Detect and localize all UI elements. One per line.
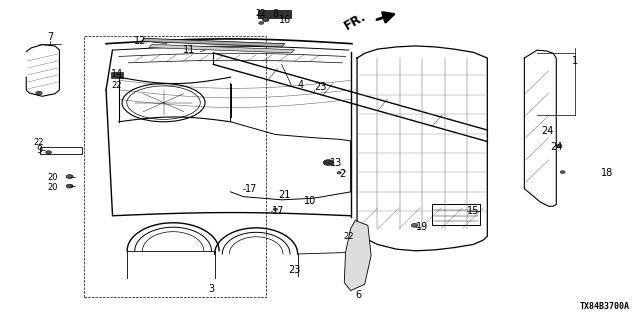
Text: 2: 2 (339, 169, 346, 179)
Text: 9: 9 (36, 146, 42, 156)
Ellipse shape (323, 160, 333, 165)
Text: 20: 20 (48, 183, 58, 192)
Text: 16: 16 (279, 15, 291, 25)
Text: 10: 10 (304, 196, 317, 206)
Text: 3: 3 (209, 284, 214, 294)
Ellipse shape (36, 91, 42, 95)
Text: 15: 15 (467, 206, 479, 216)
Ellipse shape (66, 184, 73, 188)
Text: 24: 24 (541, 126, 554, 136)
Ellipse shape (45, 151, 51, 154)
Polygon shape (149, 44, 294, 53)
Ellipse shape (259, 21, 264, 24)
Text: 21: 21 (278, 190, 291, 200)
Text: 22: 22 (255, 9, 266, 18)
Ellipse shape (273, 208, 278, 211)
Ellipse shape (560, 171, 565, 173)
Ellipse shape (412, 223, 418, 227)
Ellipse shape (66, 175, 73, 179)
Ellipse shape (337, 172, 341, 174)
Polygon shape (141, 38, 285, 47)
Text: 17: 17 (245, 184, 257, 194)
Text: 6: 6 (355, 291, 362, 300)
Text: 24: 24 (550, 142, 563, 152)
Bar (258, 10, 291, 18)
Text: FR.: FR. (342, 9, 369, 32)
Text: 11: 11 (183, 45, 195, 55)
Text: 17: 17 (272, 206, 285, 216)
Text: 14: 14 (111, 69, 124, 79)
Text: 18: 18 (601, 168, 614, 178)
Text: TX84B3700A: TX84B3700A (580, 302, 630, 311)
Text: 22: 22 (344, 232, 354, 241)
Text: 7: 7 (47, 32, 53, 42)
Text: 20: 20 (48, 173, 58, 182)
Text: 23: 23 (288, 265, 301, 275)
Text: 22: 22 (111, 81, 122, 90)
Ellipse shape (557, 144, 562, 147)
Text: 4: 4 (298, 80, 304, 90)
Text: 1: 1 (572, 56, 579, 66)
Text: 8: 8 (272, 9, 278, 19)
Ellipse shape (262, 18, 269, 22)
Bar (432, 204, 479, 225)
Text: 22: 22 (34, 138, 44, 147)
Bar (84, 36, 266, 297)
Text: 19: 19 (416, 222, 428, 232)
Text: 13: 13 (330, 158, 342, 168)
Ellipse shape (263, 18, 268, 20)
Text: 23: 23 (314, 82, 326, 92)
Bar (40, 147, 82, 154)
Text: 12: 12 (134, 36, 146, 45)
Bar (111, 72, 123, 78)
Polygon shape (344, 220, 371, 291)
